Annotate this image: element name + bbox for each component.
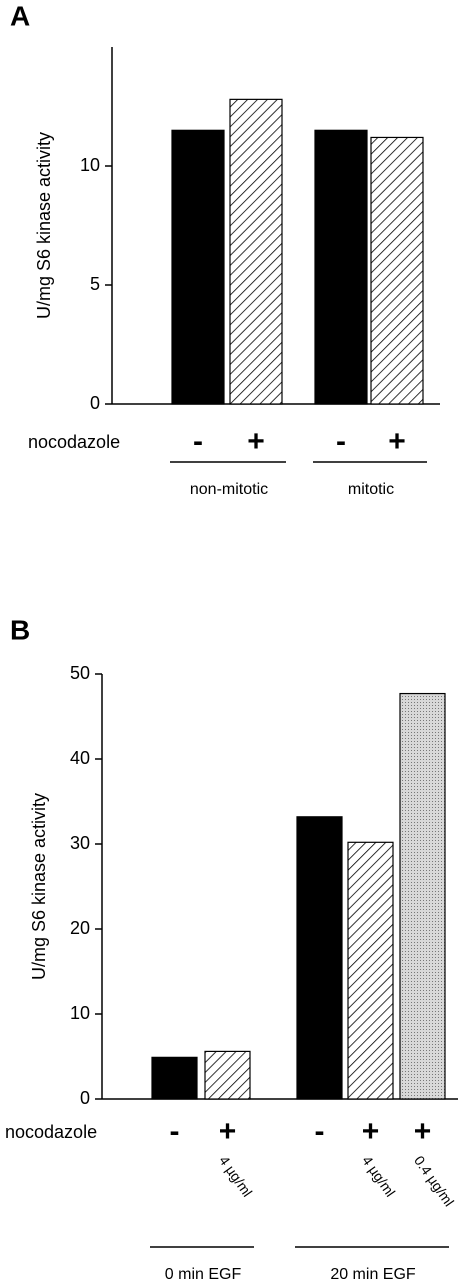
sign-label: - xyxy=(336,425,346,458)
bar xyxy=(151,1056,198,1100)
y-tick-label: 50 xyxy=(70,663,90,683)
y-tick-label: 10 xyxy=(80,155,100,175)
bar xyxy=(314,129,368,405)
group-label: 20 min EGF xyxy=(330,1266,416,1283)
bar xyxy=(229,98,283,405)
y-tick-label: 30 xyxy=(70,833,90,853)
bar xyxy=(296,816,343,1100)
bar xyxy=(347,841,394,1100)
y-tick-label: 40 xyxy=(70,748,90,768)
group-label: mitotic xyxy=(348,481,394,498)
sign-label: - xyxy=(315,1115,325,1148)
dose-label: 4 µg/ml xyxy=(359,1153,399,1200)
sign-label: + xyxy=(388,425,406,458)
y-tick-label: 5 xyxy=(90,274,100,294)
bar xyxy=(370,136,424,405)
y-axis-title: U/mg S6 kinase activity xyxy=(29,793,49,980)
y-axis-title: U/mg S6 kinase activity xyxy=(34,132,54,319)
dose-label: 4 µg/ml xyxy=(216,1153,256,1200)
y-tick-label: 10 xyxy=(70,1003,90,1023)
panel-label: B xyxy=(10,614,30,645)
sign-label: - xyxy=(193,425,203,458)
group-label: non-mitotic xyxy=(190,481,268,498)
group-label: 0 min EGF xyxy=(165,1266,242,1283)
sign-label: + xyxy=(414,1115,432,1148)
dose-label: 0.4 µg/ml xyxy=(411,1153,457,1210)
panel-label: A xyxy=(10,0,30,31)
y-tick-label: 0 xyxy=(80,1088,90,1108)
sign-label: + xyxy=(362,1115,380,1148)
sign-label: + xyxy=(247,425,265,458)
bar xyxy=(399,692,446,1100)
bar xyxy=(171,129,225,405)
row-label: nocodazole xyxy=(28,432,120,452)
y-tick-label: 20 xyxy=(70,918,90,938)
sign-label: - xyxy=(170,1115,180,1148)
y-tick-label: 0 xyxy=(90,393,100,413)
sign-label: + xyxy=(219,1115,237,1148)
row-label: nocodazole xyxy=(5,1122,97,1142)
bar xyxy=(204,1050,251,1100)
